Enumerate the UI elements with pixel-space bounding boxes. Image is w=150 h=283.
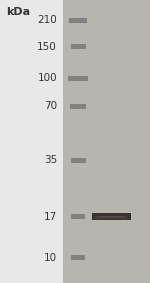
Bar bbox=[78, 0, 80, 283]
Bar bbox=[91, 0, 93, 283]
Bar bbox=[71, 255, 85, 260]
Bar bbox=[85, 0, 87, 283]
Bar bbox=[65, 0, 67, 283]
Bar bbox=[104, 0, 106, 283]
Bar bbox=[143, 0, 146, 283]
Bar bbox=[70, 158, 86, 163]
Bar bbox=[93, 0, 96, 283]
Bar bbox=[70, 104, 86, 109]
Bar bbox=[63, 0, 150, 283]
Bar bbox=[99, 216, 123, 217]
Bar bbox=[89, 0, 91, 283]
Bar bbox=[139, 0, 141, 283]
Text: 35: 35 bbox=[44, 155, 57, 165]
Bar bbox=[122, 0, 124, 283]
Bar bbox=[111, 0, 113, 283]
Text: 70: 70 bbox=[44, 101, 57, 111]
Bar bbox=[115, 0, 117, 283]
Bar bbox=[120, 0, 122, 283]
Bar bbox=[83, 0, 85, 283]
Bar bbox=[96, 0, 98, 283]
Bar bbox=[63, 0, 65, 283]
Text: 210: 210 bbox=[37, 15, 57, 25]
Bar bbox=[80, 0, 83, 283]
Bar bbox=[124, 0, 126, 283]
Bar bbox=[74, 0, 76, 283]
Bar bbox=[128, 0, 130, 283]
Bar bbox=[67, 0, 70, 283]
Bar bbox=[72, 0, 74, 283]
Bar bbox=[92, 213, 130, 220]
Bar bbox=[69, 18, 87, 23]
Bar bbox=[146, 0, 148, 283]
Bar bbox=[98, 0, 100, 283]
Bar bbox=[109, 0, 111, 283]
Text: 150: 150 bbox=[37, 42, 57, 52]
Bar bbox=[68, 76, 88, 81]
Bar bbox=[117, 0, 120, 283]
Bar bbox=[135, 0, 137, 283]
Bar bbox=[130, 0, 133, 283]
Text: 10: 10 bbox=[44, 253, 57, 263]
Bar bbox=[69, 0, 72, 283]
Text: 17: 17 bbox=[44, 211, 57, 222]
Bar bbox=[76, 0, 78, 283]
Bar bbox=[113, 0, 115, 283]
Bar bbox=[148, 0, 150, 283]
Text: 100: 100 bbox=[37, 73, 57, 83]
Bar bbox=[106, 0, 109, 283]
Bar bbox=[137, 0, 139, 283]
Bar bbox=[141, 0, 143, 283]
Text: kDa: kDa bbox=[6, 7, 30, 17]
Bar bbox=[102, 0, 104, 283]
Bar bbox=[95, 216, 127, 219]
Bar bbox=[133, 0, 135, 283]
Bar bbox=[71, 214, 85, 219]
Bar bbox=[126, 0, 128, 283]
Bar bbox=[70, 44, 86, 49]
Bar bbox=[87, 0, 89, 283]
Bar bbox=[100, 0, 102, 283]
